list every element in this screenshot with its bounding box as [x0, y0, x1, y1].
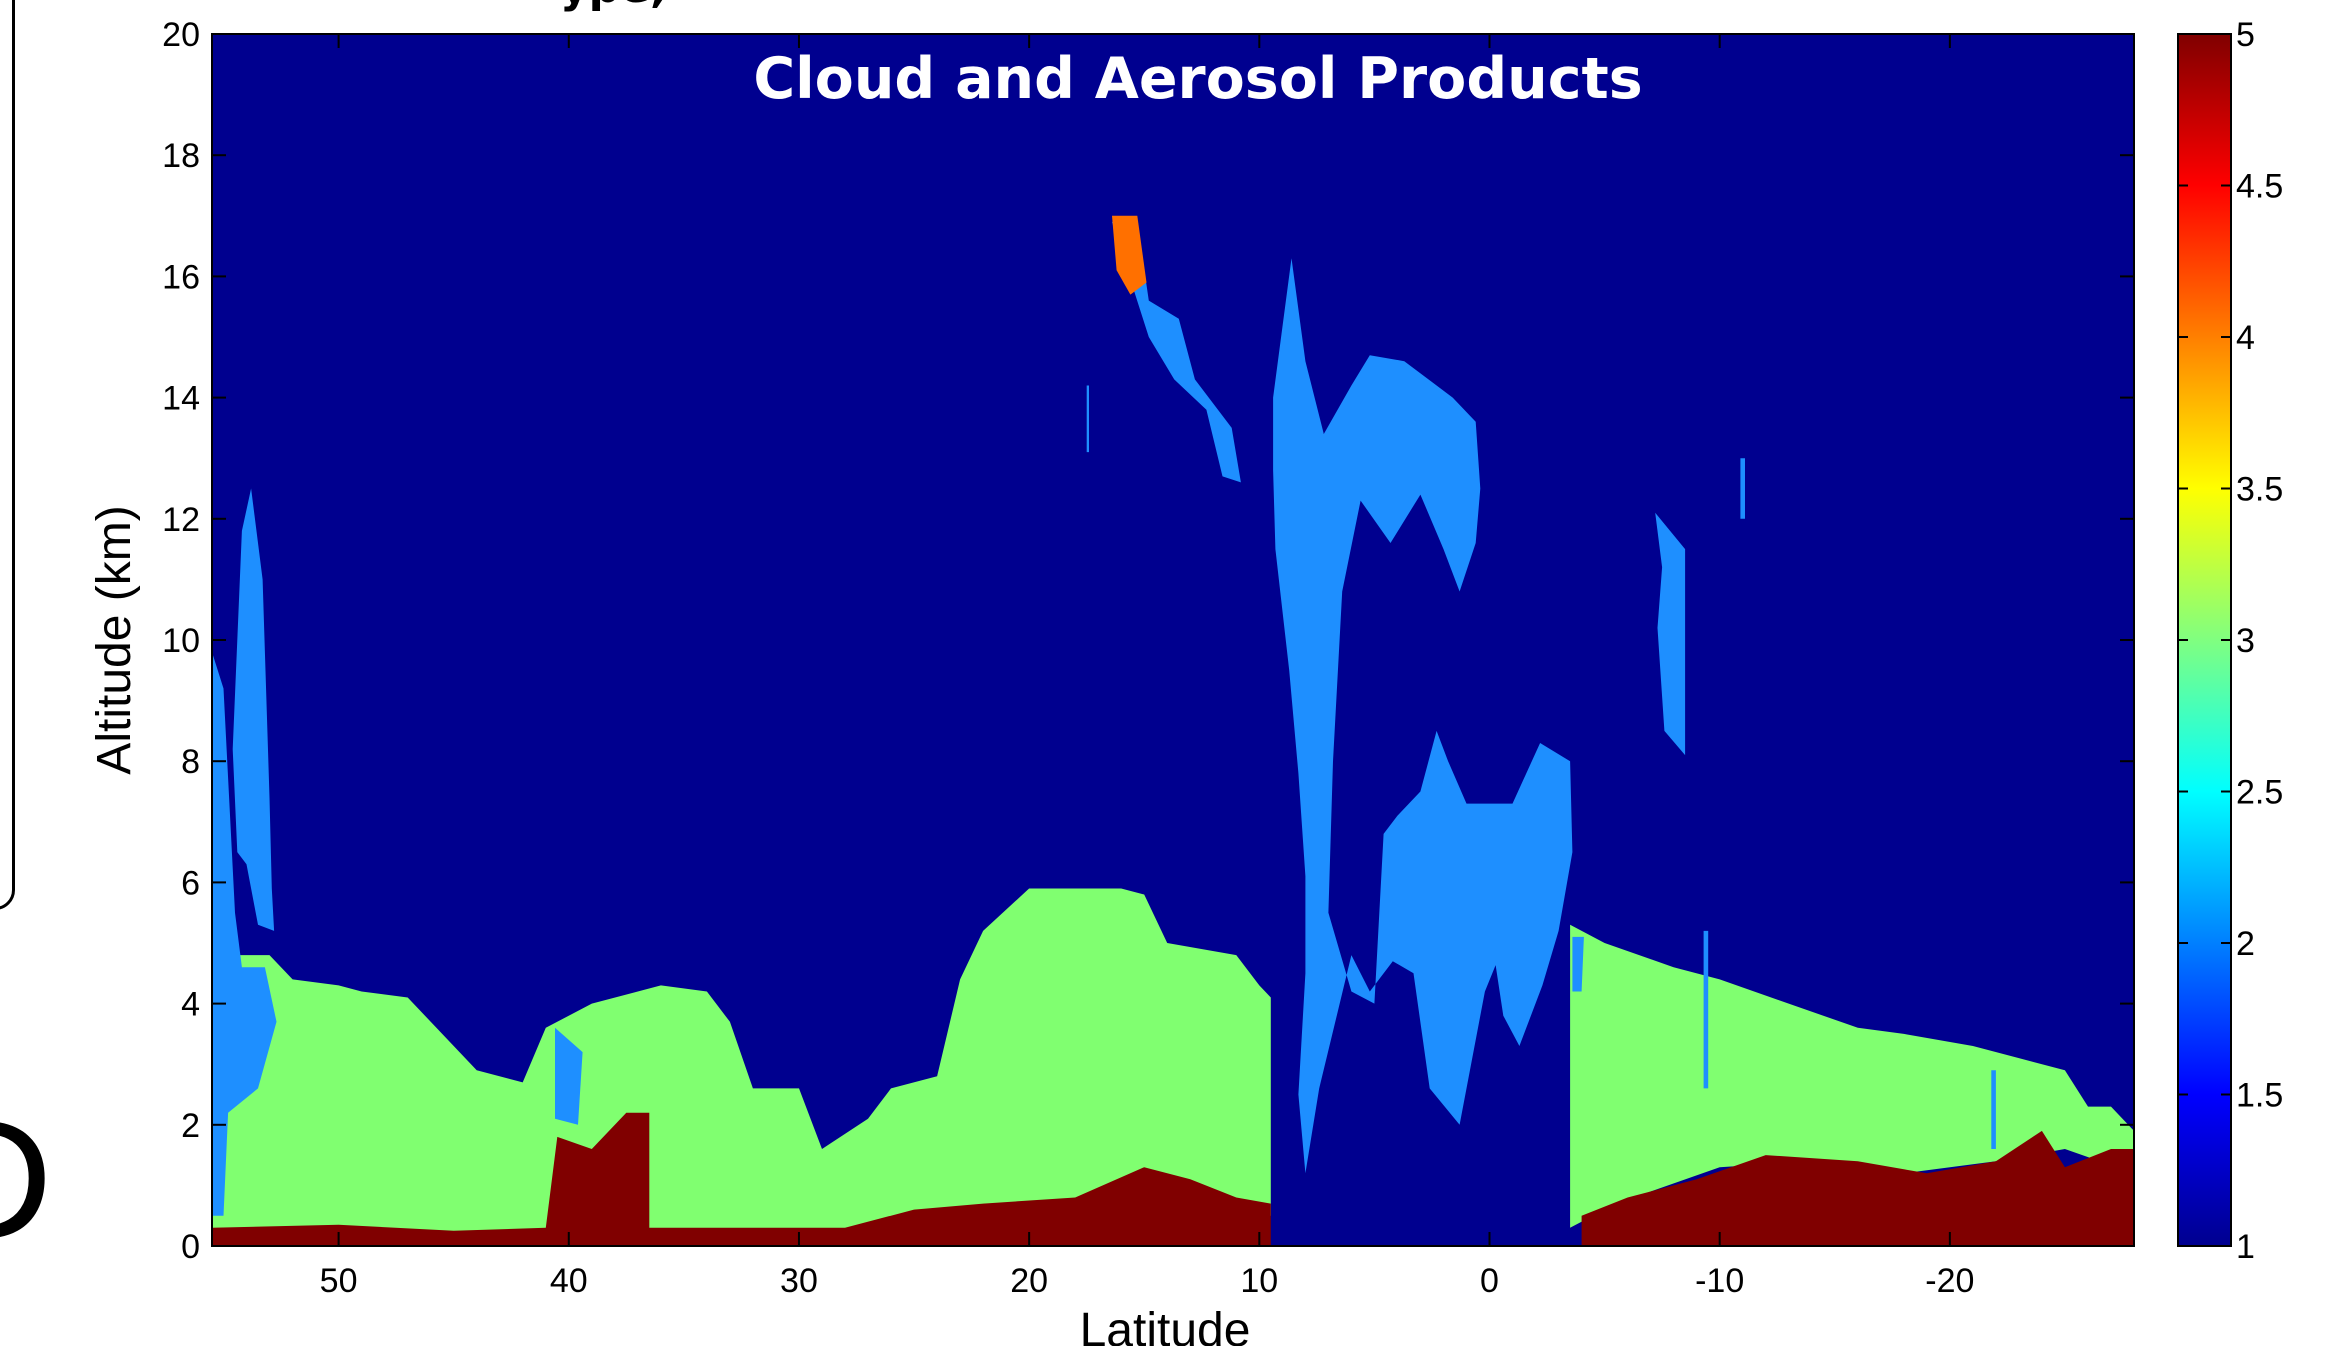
y-axis-label: Altitude (km) — [88, 505, 141, 774]
feature-region-1 — [1570, 924, 2134, 1228]
feature-region-5 — [232, 488, 275, 931]
feature-region-10 — [1740, 458, 1745, 519]
colorbar-tick-label: 3 — [2236, 622, 2255, 660]
y-tick-label: 14 — [162, 380, 200, 418]
feature-region-13 — [1703, 930, 1709, 1089]
y-tick-label: 8 — [181, 743, 200, 781]
y-tick-label: 4 — [181, 986, 200, 1024]
colorbar-tick-label: 3.5 — [2236, 471, 2283, 509]
y-axis: 0 2 4 6 8 10 12 14 16 18 20 — [162, 16, 2134, 1266]
x-tick-label: 50 — [320, 1262, 358, 1300]
feature-region-8 — [1655, 512, 1686, 756]
feature-region-11 — [1086, 385, 1089, 453]
features-layer — [212, 215, 2134, 1246]
feature-region-2 — [212, 1112, 1271, 1246]
y-tick-label: 2 — [181, 1107, 200, 1145]
feature-region-12 — [555, 1027, 583, 1125]
clipped-top-text: ype, — [560, 0, 667, 13]
colorbar-tick-label: 1 — [2236, 1228, 2255, 1266]
y-tick-label: 6 — [181, 864, 200, 902]
colorbar-tick-label: 2 — [2236, 925, 2255, 963]
feature-region-6 — [1112, 221, 1241, 483]
colorbar-tick-label: 5 — [2236, 16, 2255, 54]
colorbar-tick-label: 4 — [2236, 319, 2255, 357]
y-tick-label: 10 — [162, 622, 200, 660]
feature-region-3 — [1581, 1130, 2134, 1246]
chart-title: Cloud and Aerosol Products — [753, 46, 1642, 112]
y-tick-label: 18 — [162, 137, 200, 175]
y-tick-label: 0 — [181, 1228, 200, 1266]
x-tick-label: 20 — [1010, 1262, 1048, 1300]
x-tick-label: 10 — [1240, 1262, 1278, 1300]
feature-region-4 — [212, 652, 277, 1216]
feature-region-9 — [1572, 936, 1584, 992]
partial-letter: D — [0, 1095, 53, 1265]
feature-region-7 — [1273, 258, 1573, 1174]
colorbar-tick-label: 2.5 — [2236, 774, 2283, 812]
feature-region-15 — [1112, 215, 1147, 295]
y-tick-label: 12 — [162, 501, 200, 539]
x-axis-label: Latitude — [1080, 1304, 1251, 1346]
feature-region-14 — [1991, 1070, 1996, 1149]
x-tick-label: 30 — [780, 1262, 818, 1300]
x-tick-label: -10 — [1695, 1262, 1744, 1300]
colorbar-tick-label: 1.5 — [2236, 1077, 2283, 1115]
y-tick-label: 20 — [162, 16, 200, 54]
colorbar-tick-label: 4.5 — [2236, 168, 2283, 206]
x-axis: 50 40 30 20 10 0 -10 -20 — [320, 34, 1974, 1300]
colorbar-ticks: 1 1.5 2 2.5 3 3.5 4 4.5 5 — [2178, 16, 2283, 1266]
x-tick-label: 0 — [1480, 1262, 1499, 1300]
y-tick-label: 16 — [162, 258, 200, 296]
x-tick-label: 40 — [550, 1262, 588, 1300]
x-tick-label: -20 — [1925, 1262, 1974, 1300]
feature-region-0 — [212, 888, 1271, 1240]
